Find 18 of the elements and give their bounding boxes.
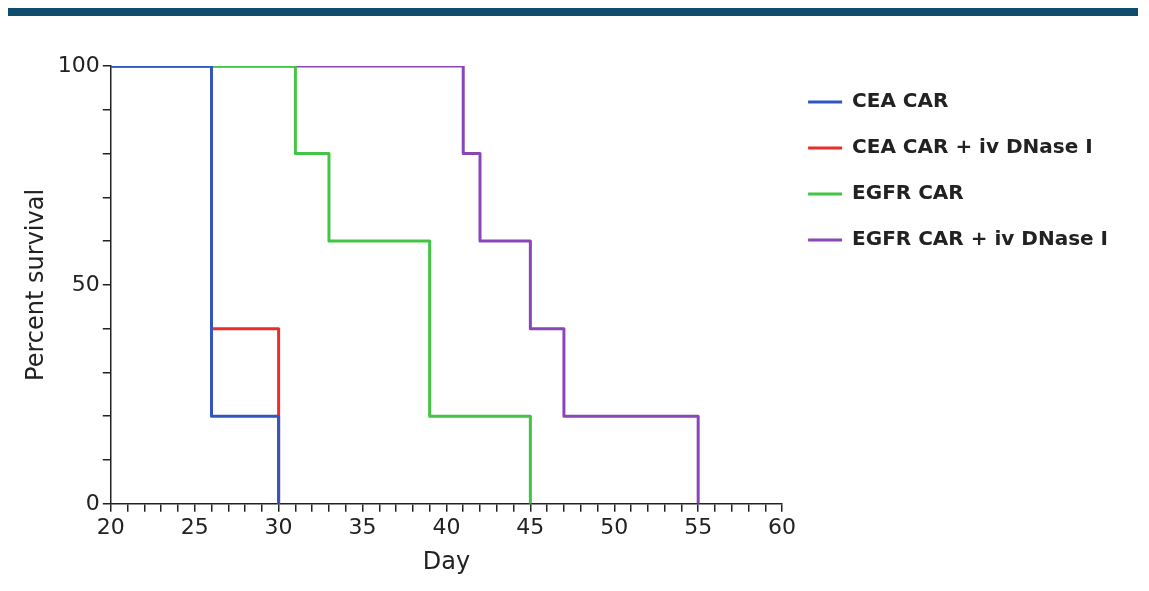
legend-label: CEA CAR + iv DNase I [852, 134, 1093, 159]
legend-label: CEA CAR [852, 88, 949, 113]
x-tick-label: 35 [348, 513, 377, 539]
x-axis-title: Day [422, 546, 471, 575]
y-tick-label: 100 [57, 51, 100, 77]
x-tick-label: 25 [180, 513, 209, 539]
x-tick-label: 55 [684, 513, 713, 539]
x-tick-label: 20 [96, 513, 125, 539]
y-tick-label: 0 [85, 489, 100, 515]
x-tick-label: 50 [600, 513, 629, 539]
x-tick-label: 40 [432, 513, 461, 539]
y-axis-title: Percent survival [20, 188, 49, 381]
legend-label: EGFR CAR [852, 180, 964, 205]
x-tick-label: 60 [768, 513, 797, 539]
x-tick-label: 45 [516, 513, 545, 539]
legend-label: EGFR CAR + iv DNase I [852, 226, 1109, 251]
y-tick-label: 50 [71, 270, 100, 296]
x-tick-label: 30 [264, 513, 293, 539]
